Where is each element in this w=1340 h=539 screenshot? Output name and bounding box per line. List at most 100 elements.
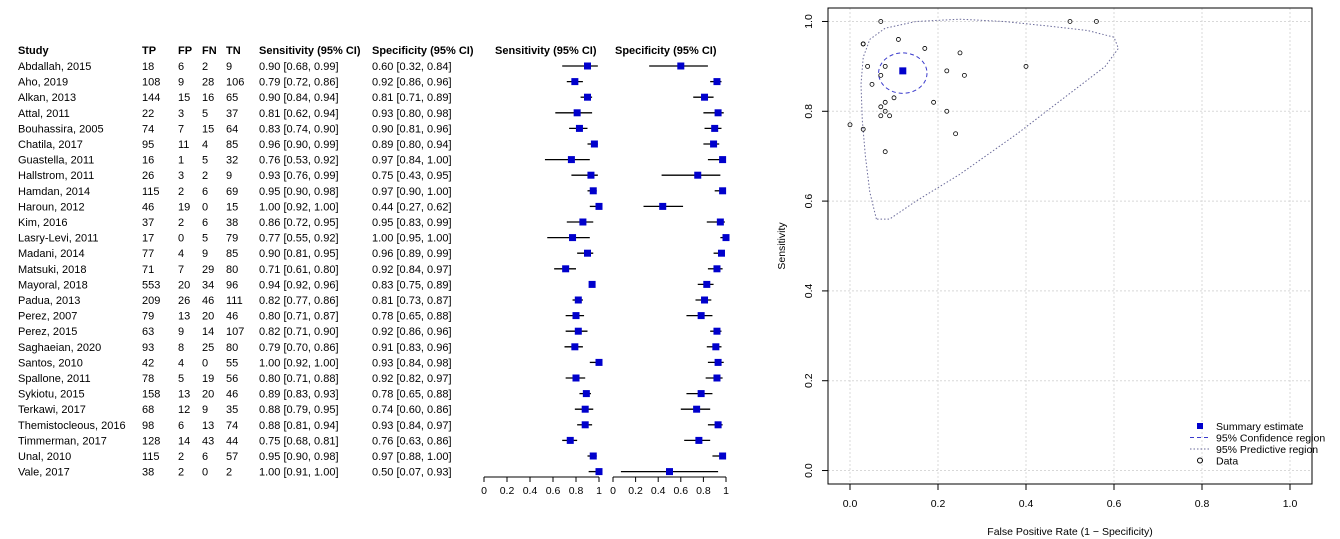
table-cell-11-2: 0 [178,233,184,245]
sroc-data-point [961,72,967,78]
legend-entry: 95% Predictive region [1216,444,1318,456]
table-cell-7-1: 26 [142,170,154,182]
table-cell-24-6: 0.76 [0.63, 0.86] [372,435,452,447]
table-cell-25-1: 115 [142,451,160,463]
table-cell-0-0: Abdallah, 2015 [18,61,91,73]
legend-symbol-data [1197,457,1203,464]
legend-entry: 95% Confidence region [1216,433,1325,445]
sroc-data-point [944,108,950,114]
table-cell-6-0: Guastella, 2011 [18,155,94,167]
specificity-point-marker [703,280,711,288]
table-cell-24-3: 43 [202,435,214,447]
specificity-point-marker [719,187,727,195]
table-cell-18-2: 8 [178,342,184,354]
specificity-point-marker [717,249,725,257]
table-cell-4-2: 7 [178,123,184,135]
table-cell-19-4: 55 [226,357,238,369]
table-cell-22-6: 0.74 [0.60, 0.86] [372,404,452,416]
sensitivity-point-marker [569,234,577,242]
table-cell-4-6: 0.90 [0.81, 0.96] [372,123,452,135]
sroc-y-tick-label: 0.0 [803,463,815,478]
table-cell-20-5: 0.80 [0.71, 0.88] [259,373,339,385]
table-cell-22-1: 68 [142,404,154,416]
table-cell-23-4: 74 [226,420,238,432]
specificity-point-marker [693,405,701,413]
table-cell-17-0: Perez, 2015 [18,326,77,338]
table-cell-11-0: Lasry-Levi, 2011 [18,233,99,245]
sroc-data-point [1023,63,1029,69]
table-cell-10-2: 2 [178,217,184,229]
table-cell-20-1: 78 [142,373,154,385]
table-cell-8-0: Hamdan, 2014 [18,186,90,198]
sensitivity-point-marker [590,140,598,148]
table-cell-14-0: Mayoral, 2018 [18,279,88,291]
specificity-tick-label: 0.4 [651,485,666,497]
table-cell-14-1: 553 [142,279,160,291]
table-cell-11-6: 1.00 [0.95, 1.00] [372,233,452,245]
table-cell-1-3: 28 [202,77,214,89]
sensitivity-tick-label: 0.4 [523,485,538,497]
table-cell-20-4: 56 [226,373,238,385]
table-cell-20-6: 0.92 [0.82, 0.97] [372,373,452,385]
specificity-point-marker [677,62,685,70]
table-cell-5-5: 0.96 [0.90, 0.99] [259,139,339,151]
table-cell-19-5: 1.00 [0.92, 1.00] [259,357,339,369]
table-cell-17-2: 9 [178,326,184,338]
specificity-point-marker [716,218,724,226]
sensitivity-tick-label: 0 [481,485,487,497]
table-cell-22-0: Terkawi, 2017 [18,404,86,416]
sensitivity-point-marker [595,202,603,210]
table-cell-26-3: 0 [202,467,208,479]
table-cell-10-3: 6 [202,217,208,229]
table-cell-21-5: 0.89 [0.83, 0.93] [259,389,339,401]
sroc-data-point [944,68,950,74]
table-cell-21-1: 158 [142,389,160,401]
table-cell-0-1: 18 [142,61,154,73]
legend-symbol-summary [1197,423,1203,429]
table-cell-8-5: 0.95 [0.90, 0.98] [259,186,339,198]
table-cell-9-5: 1.00 [0.92, 1.00] [259,201,339,213]
table-cell-4-0: Bouhassira, 2005 [18,123,104,135]
specificity-point-marker [695,436,703,444]
table-cell-10-4: 38 [226,217,238,229]
table-cell-23-2: 6 [178,420,184,432]
table-cell-12-1: 77 [142,248,154,260]
table-cell-0-5: 0.90 [0.68, 0.99] [259,61,339,73]
table-cell-16-2: 13 [178,311,190,323]
table-cell-24-1: 128 [142,435,160,447]
sensitivity-point-marker [574,327,582,335]
specificity-point-marker [701,296,709,304]
table-cell-25-6: 0.97 [0.88, 1.00] [372,451,452,463]
sensitivity-point-marker [589,187,597,195]
table-cell-3-2: 3 [178,108,184,120]
sensitivity-point-marker [571,78,579,86]
table-cell-4-5: 0.83 [0.74, 0.90] [259,123,339,135]
table-cell-16-4: 46 [226,311,238,323]
table-cell-14-2: 20 [178,279,190,291]
sroc-y-tick-label: 0.8 [803,104,815,119]
table-cell-2-0: Alkan, 2013 [18,92,76,104]
table-cell-12-4: 85 [226,248,238,260]
table-cell-26-5: 1.00 [0.91, 1.00] [259,467,339,479]
sroc-data-point [847,122,853,128]
table-cell-3-1: 22 [142,108,154,120]
table-cell-17-1: 63 [142,326,154,338]
table-cell-5-4: 85 [226,139,238,151]
legend-entry: Data [1216,456,1238,468]
sensitivity-tick-label: 0.2 [500,485,515,497]
table-cell-13-4: 80 [226,264,238,276]
table-cell-24-4: 44 [226,435,238,447]
table-header-2: FP [178,45,192,57]
sroc-data-point [922,46,928,51]
table-cell-3-5: 0.81 [0.62, 0.94] [259,108,339,120]
table-cell-5-0: Chatila, 2017 [18,139,83,151]
sroc-data-point [882,63,888,69]
table-cell-12-3: 9 [202,248,208,260]
table-cell-16-6: 0.78 [0.65, 0.88] [372,311,452,323]
sensitivity-point-marker [575,124,583,132]
table-cell-23-1: 98 [142,420,154,432]
table-cell-7-3: 2 [202,170,208,182]
table-cell-5-1: 95 [142,139,154,151]
table-cell-22-2: 12 [178,404,190,416]
table-cell-5-3: 4 [202,139,208,151]
